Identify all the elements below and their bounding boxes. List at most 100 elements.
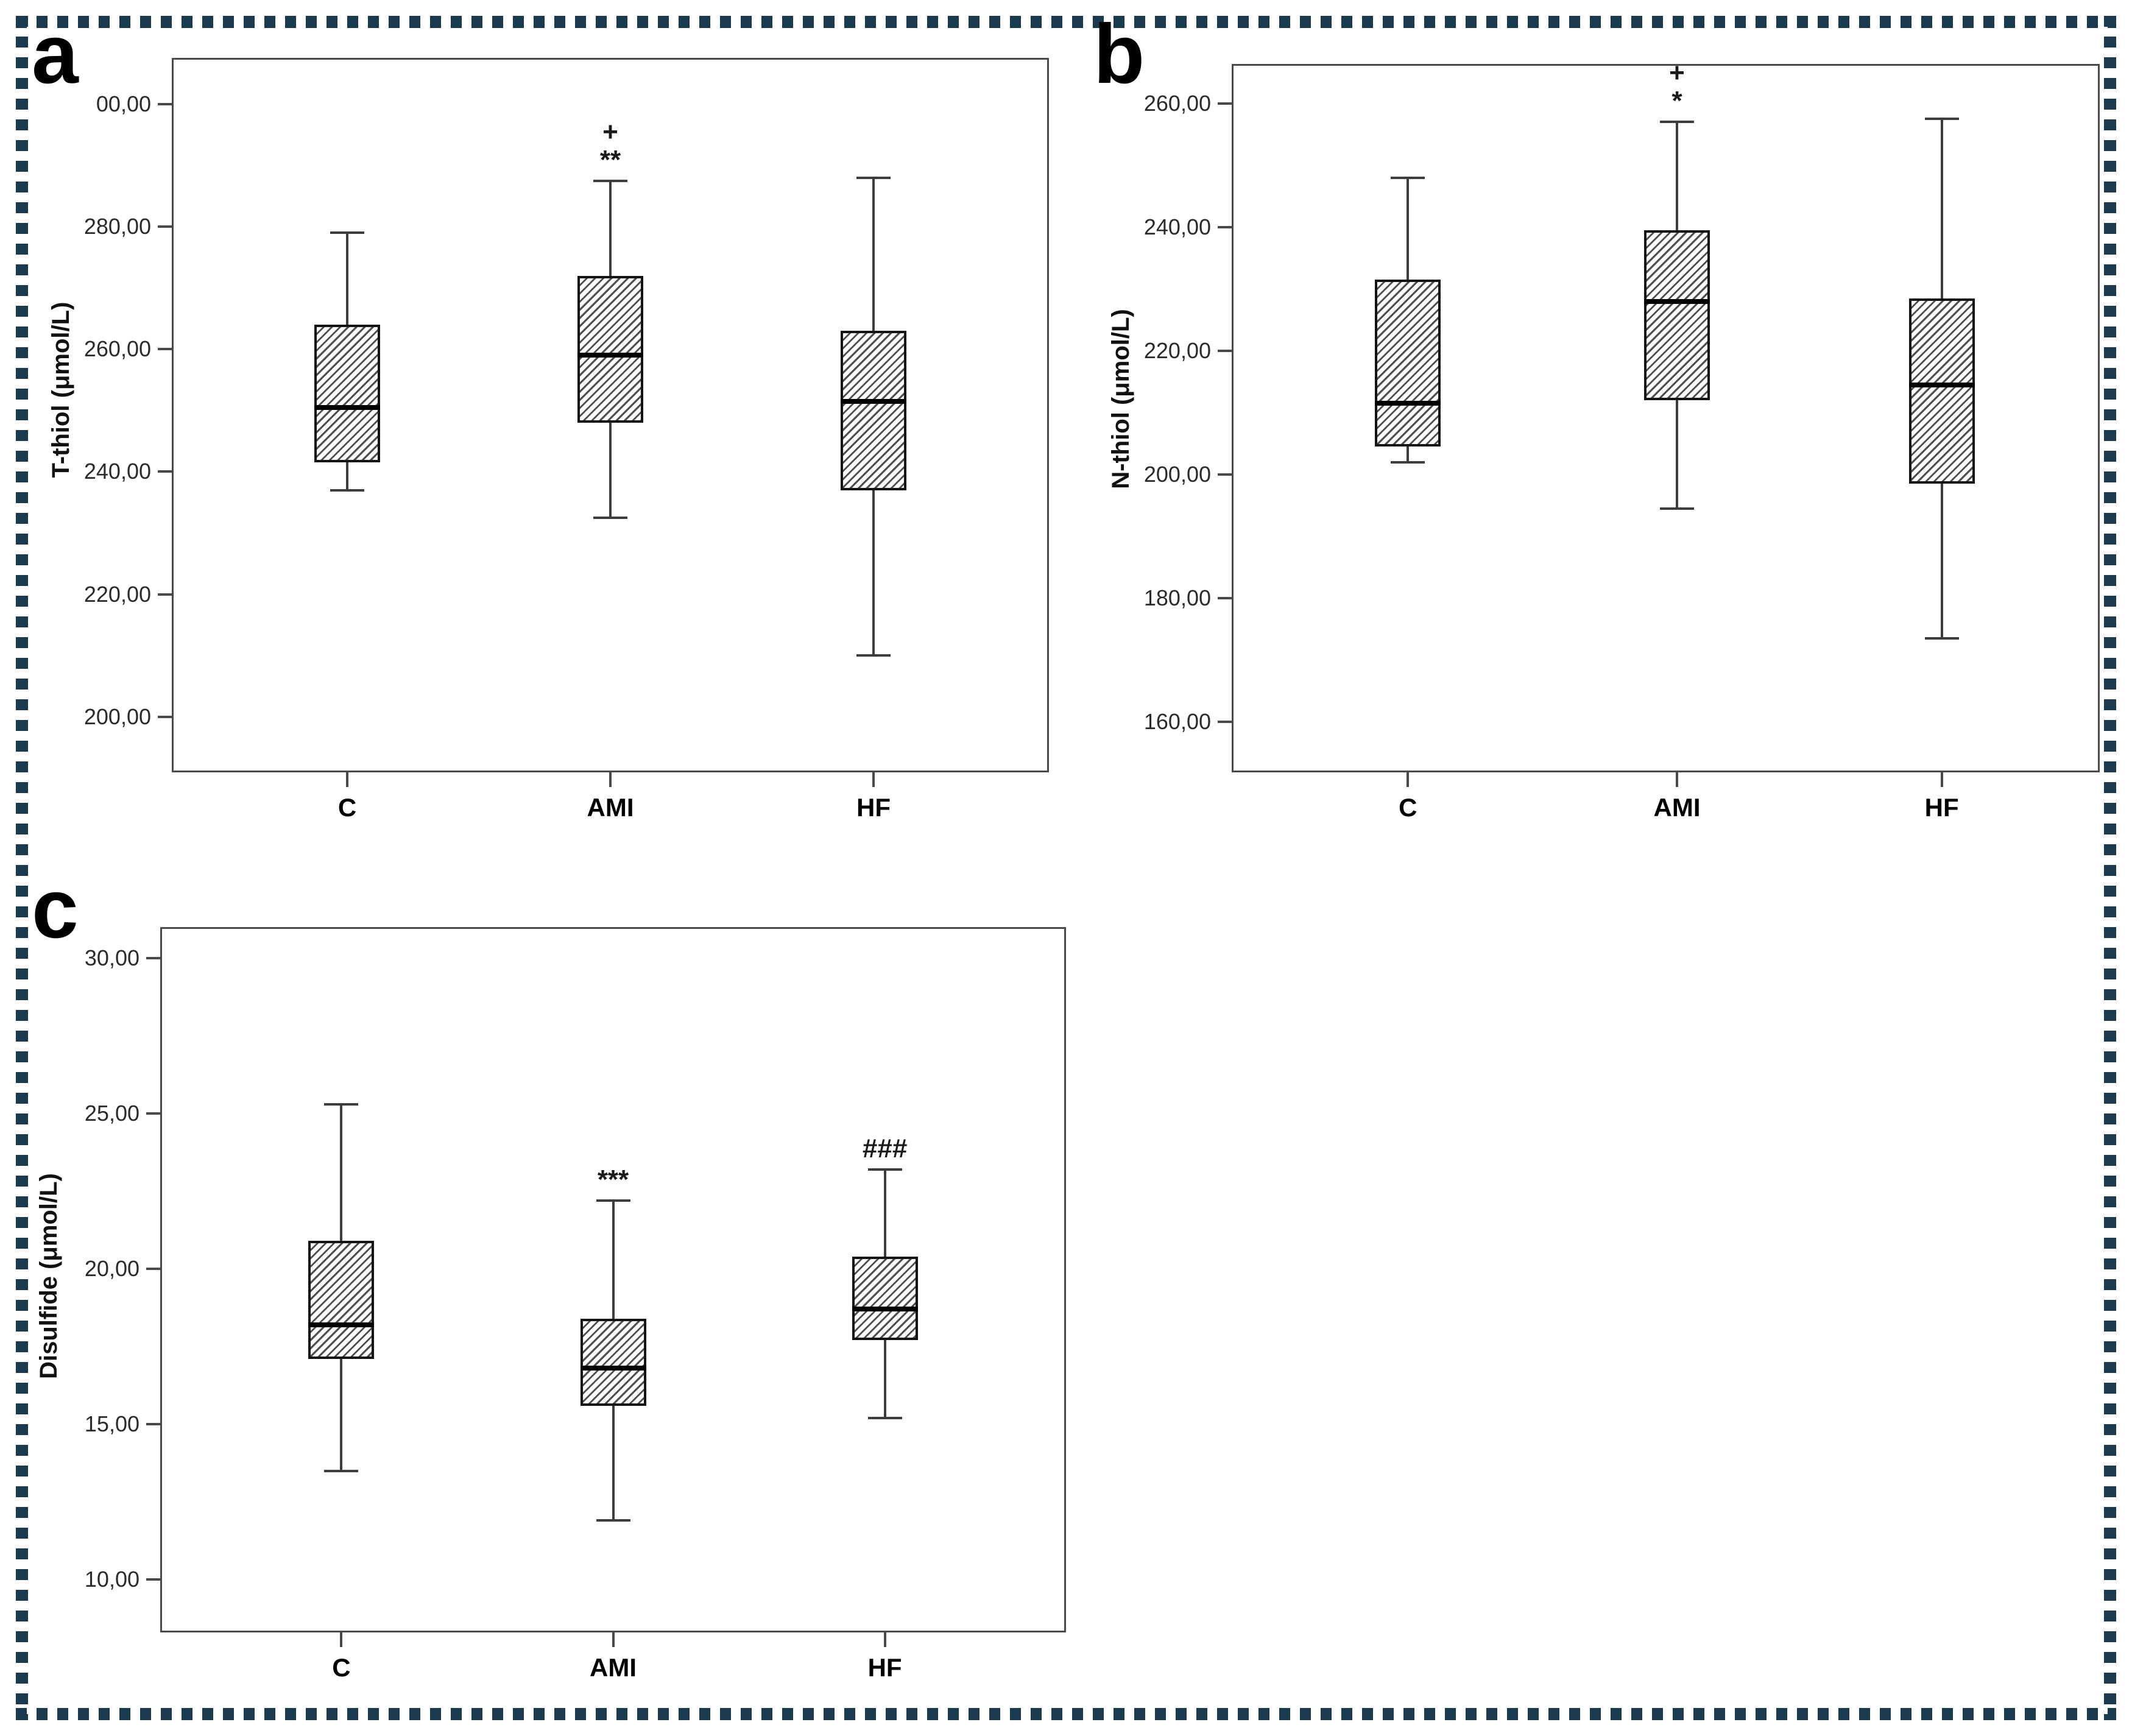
whisker-cap-bottom [1924, 637, 1959, 640]
significance-annotation: ** [599, 145, 621, 175]
y-tick-label: 220,00 [83, 581, 151, 607]
x-tick-mark [609, 772, 612, 787]
median-line [1908, 382, 1975, 387]
x-tick-mark [872, 772, 875, 787]
whisker-cap-bottom [596, 1519, 630, 1522]
x-tick-mark [612, 1632, 615, 1647]
x-tick-mark [883, 1632, 886, 1647]
y-tick-mark [158, 470, 172, 473]
y-tick-label: 240,00 [83, 459, 151, 484]
x-category-label: AMI [587, 793, 634, 822]
y-tick-label: 240,00 [1143, 214, 1211, 239]
box-iqr [308, 1241, 375, 1360]
y-tick-label: 25,00 [84, 1101, 139, 1126]
figure-border-right [2104, 16, 2116, 1720]
y-tick-mark [1218, 473, 1232, 476]
whisker-cap-bottom [324, 1469, 359, 1472]
median-line [314, 404, 380, 410]
y-tick-label: 280,00 [83, 214, 151, 239]
y-tick-mark [1218, 349, 1232, 352]
y-tick-mark [158, 103, 172, 106]
x-category-label: HF [867, 1653, 902, 1682]
median-line [841, 398, 906, 404]
y-tick-mark [146, 1268, 160, 1271]
y-tick-mark [146, 1578, 160, 1581]
panel-a-y-axis-title: T-thiol (μmol/L) [48, 302, 74, 478]
y-tick-label: 10,00 [84, 1567, 139, 1592]
box-iqr [1644, 230, 1710, 401]
y-tick-label: 200,00 [1143, 461, 1211, 487]
y-tick-mark [158, 348, 172, 351]
whisker-cap-bottom [856, 654, 891, 657]
median-line [1644, 298, 1710, 304]
whisker-cap-bottom [867, 1417, 902, 1419]
whisker-cap-top [856, 177, 891, 179]
x-tick-mark [1676, 772, 1679, 787]
y-tick-label: 00,00 [96, 91, 151, 117]
significance-annotation: + [1669, 58, 1685, 88]
x-category-label: HF [856, 793, 891, 822]
y-tick-label: 220,00 [1143, 337, 1211, 363]
figure-border-top [16, 16, 2116, 28]
y-tick-mark [1218, 225, 1232, 228]
y-tick-mark [146, 1423, 160, 1426]
y-tick-label: 15,00 [84, 1411, 139, 1437]
box-iqr [1375, 280, 1441, 447]
y-tick-label: 180,00 [1143, 585, 1211, 610]
whisker-cap-top [867, 1168, 902, 1171]
y-tick-mark [1218, 596, 1232, 599]
x-category-label: C [1399, 793, 1417, 822]
box-iqr [1908, 298, 1975, 484]
panel-b-y-axis-title: N-thiol (μmol/L) [1107, 309, 1134, 489]
x-category-label: HF [1924, 793, 1959, 822]
x-tick-mark [1407, 772, 1410, 787]
panel-b-letter: b [1093, 7, 1145, 101]
y-tick-mark [1218, 102, 1232, 105]
panel-a-letter: a [32, 7, 79, 101]
whisker-cap-top [330, 231, 364, 235]
y-tick-mark [146, 1112, 160, 1115]
median-line [577, 353, 643, 358]
whisker-cap-bottom [330, 489, 364, 492]
median-line [308, 1322, 375, 1327]
whisker-cap-top [1660, 121, 1695, 124]
x-category-label: AMI [590, 1653, 637, 1682]
whisker-cap-top [1391, 176, 1425, 179]
median-line [580, 1366, 646, 1371]
box-iqr [841, 331, 906, 490]
whisker-cap-bottom [1391, 460, 1425, 464]
significance-annotation: * [1671, 86, 1682, 116]
box-iqr [580, 1318, 646, 1406]
y-tick-mark [158, 715, 172, 718]
x-category-label: AMI [1653, 793, 1701, 822]
significance-annotation: ### [862, 1133, 908, 1163]
significance-annotation: *** [597, 1164, 629, 1194]
whisker-cap-bottom [593, 516, 627, 519]
median-line [852, 1307, 918, 1312]
y-tick-mark [158, 225, 172, 228]
whisker-cap-top [596, 1199, 630, 1202]
y-tick-label: 20,00 [84, 1256, 139, 1282]
median-line [1375, 401, 1441, 406]
figure-border-bottom [16, 1708, 2116, 1720]
y-tick-label: 200,00 [83, 704, 151, 729]
y-tick-label: 260,00 [83, 336, 151, 362]
y-tick-mark [146, 957, 160, 959]
x-category-label: C [337, 793, 357, 822]
x-tick-mark [346, 772, 348, 787]
x-tick-mark [1940, 772, 1943, 787]
figure-border-left [16, 16, 28, 1720]
y-tick-label: 30,00 [84, 945, 139, 970]
y-tick-mark [158, 593, 172, 596]
box-iqr [577, 275, 643, 423]
x-tick-mark [340, 1632, 343, 1647]
x-category-label: C [332, 1653, 351, 1682]
box-iqr [852, 1256, 918, 1341]
y-tick-mark [1218, 720, 1232, 723]
whisker-cap-bottom [1660, 507, 1695, 510]
whisker-cap-top [324, 1103, 359, 1106]
panel-c-letter: c [32, 862, 79, 956]
whisker-cap-top [593, 180, 627, 183]
y-tick-label: 160,00 [1143, 708, 1211, 734]
